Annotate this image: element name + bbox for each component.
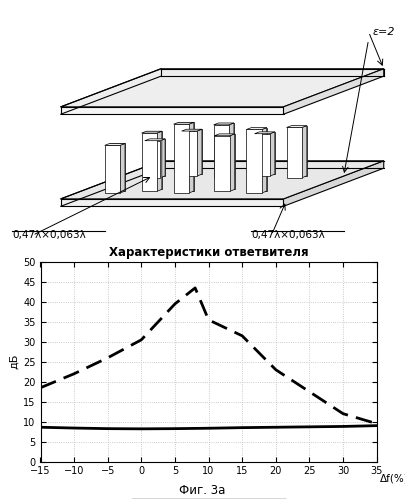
Polygon shape [229, 123, 234, 178]
Polygon shape [147, 131, 162, 190]
Polygon shape [252, 128, 267, 191]
Polygon shape [215, 134, 235, 136]
Polygon shape [142, 133, 157, 191]
Polygon shape [110, 144, 125, 191]
Polygon shape [61, 161, 384, 199]
Polygon shape [270, 132, 275, 176]
Polygon shape [246, 128, 267, 129]
Polygon shape [260, 132, 275, 174]
Polygon shape [219, 123, 234, 176]
Polygon shape [187, 129, 202, 174]
Polygon shape [142, 131, 162, 133]
Polygon shape [145, 141, 160, 178]
Polygon shape [246, 129, 262, 193]
Polygon shape [220, 134, 235, 190]
Polygon shape [181, 131, 197, 176]
Polygon shape [255, 132, 275, 134]
Polygon shape [287, 126, 307, 127]
Polygon shape [145, 139, 165, 141]
Text: ε=2: ε=2 [373, 27, 395, 37]
Polygon shape [284, 69, 384, 114]
Polygon shape [189, 122, 194, 193]
Text: Δf(%): Δf(%) [380, 474, 405, 484]
Polygon shape [262, 128, 267, 193]
Polygon shape [197, 129, 202, 176]
Text: 0,47λ×0,063λ: 0,47λ×0,063λ [251, 230, 325, 240]
Polygon shape [174, 122, 194, 124]
Polygon shape [302, 126, 307, 178]
Polygon shape [160, 139, 165, 178]
Polygon shape [157, 131, 162, 191]
Text: 0,47λ×0,063λ: 0,47λ×0,063λ [12, 230, 86, 240]
Polygon shape [292, 126, 307, 176]
Polygon shape [255, 134, 270, 176]
Polygon shape [214, 125, 229, 178]
Polygon shape [120, 144, 125, 193]
Polygon shape [179, 122, 194, 191]
Polygon shape [214, 123, 234, 125]
Polygon shape [287, 127, 302, 178]
Polygon shape [61, 107, 284, 114]
Polygon shape [181, 129, 202, 131]
Polygon shape [215, 136, 230, 191]
Polygon shape [284, 161, 384, 206]
Polygon shape [61, 199, 284, 206]
Polygon shape [230, 134, 235, 191]
Polygon shape [150, 139, 165, 176]
Polygon shape [104, 144, 125, 145]
Polygon shape [61, 69, 384, 107]
Text: Фиг. 3а: Фиг. 3а [179, 484, 226, 497]
Polygon shape [174, 124, 189, 193]
Title: Характеристики ответвителя: Характеристики ответвителя [109, 247, 308, 259]
Polygon shape [104, 145, 120, 193]
Y-axis label: дБ: дБ [9, 354, 19, 369]
